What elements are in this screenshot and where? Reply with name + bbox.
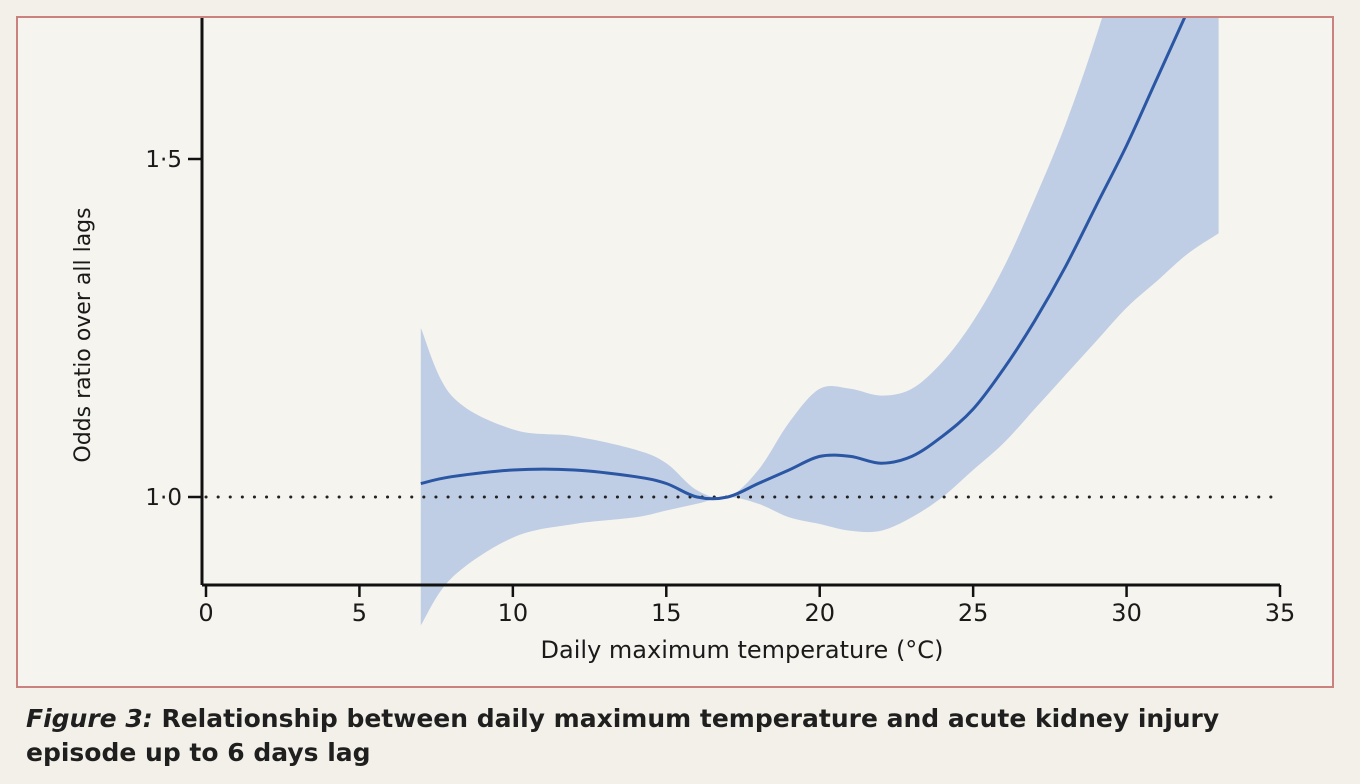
y-axis-label: Odds ratio over all lags [71,207,96,462]
figure-caption: Figure 3: Relationship between daily max… [26,702,1326,770]
x-tick-label: 35 [1265,599,1296,627]
x-axis-label: Daily maximum temperature (°C) [541,636,944,664]
confidence-band [421,18,1219,625]
y-tick-label: 1·5 [145,147,182,173]
x-tick-label: 10 [498,599,529,627]
x-tick-label: 25 [958,599,989,627]
x-tick-label: 30 [1111,599,1142,627]
y-tick-label: 1·0 [145,485,182,511]
x-tick-label: 5 [352,599,367,627]
x-tick-label: 20 [804,599,835,627]
x-tick-label: 0 [198,599,213,627]
figure-caption-text: Relationship between daily maximum tempe… [26,704,1219,767]
figure-label: Figure 3: [26,704,153,733]
x-tick-label: 15 [651,599,682,627]
